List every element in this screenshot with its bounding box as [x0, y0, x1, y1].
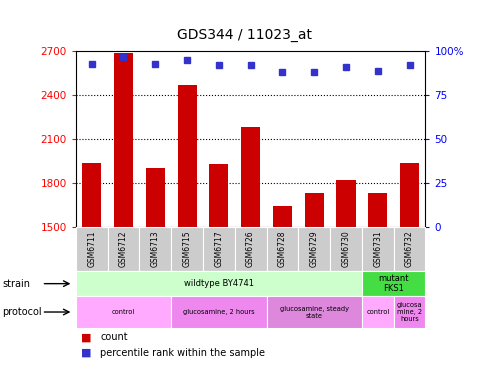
- Text: wildtype BY4741: wildtype BY4741: [183, 279, 253, 288]
- Bar: [171, 227, 203, 271]
- Text: GDS344 / 11023_at: GDS344 / 11023_at: [177, 28, 311, 42]
- Text: GSM6730: GSM6730: [341, 231, 350, 267]
- Text: protocol: protocol: [2, 307, 42, 317]
- Bar: [177, 85, 196, 227]
- Text: control: control: [112, 309, 135, 315]
- Bar: [399, 163, 418, 227]
- Bar: [298, 227, 329, 271]
- Bar: [367, 193, 386, 227]
- Bar: [266, 227, 298, 271]
- Bar: [209, 164, 228, 227]
- Bar: [266, 296, 361, 328]
- Bar: [82, 163, 101, 227]
- Text: ■: ■: [81, 348, 91, 358]
- Text: GSM6731: GSM6731: [372, 231, 382, 267]
- Text: mutant
FKS1: mutant FKS1: [378, 274, 408, 294]
- Bar: [145, 168, 164, 227]
- Bar: [393, 296, 425, 328]
- Bar: [234, 227, 266, 271]
- Bar: [361, 227, 393, 271]
- Bar: [171, 296, 266, 328]
- Text: GSM6729: GSM6729: [309, 231, 318, 267]
- Bar: [107, 227, 139, 271]
- Text: strain: strain: [2, 279, 30, 289]
- Bar: [203, 227, 234, 271]
- Text: GSM6726: GSM6726: [245, 231, 255, 267]
- Bar: [241, 127, 260, 227]
- Bar: [76, 271, 361, 296]
- Bar: [336, 180, 355, 227]
- Text: count: count: [100, 332, 127, 342]
- Text: GSM6712: GSM6712: [119, 231, 128, 267]
- Bar: [329, 227, 361, 271]
- Bar: [361, 271, 425, 296]
- Text: control: control: [366, 309, 388, 315]
- Text: GSM6728: GSM6728: [277, 231, 286, 267]
- Text: GSM6717: GSM6717: [214, 231, 223, 267]
- Text: ■: ■: [81, 332, 91, 342]
- Bar: [304, 193, 323, 227]
- Bar: [272, 206, 291, 227]
- Text: glucosamine, 2 hours: glucosamine, 2 hours: [183, 309, 254, 315]
- Bar: [361, 296, 393, 328]
- Text: GSM6711: GSM6711: [87, 231, 96, 267]
- Bar: [114, 53, 133, 227]
- Bar: [393, 227, 425, 271]
- Bar: [139, 227, 171, 271]
- Bar: [76, 296, 171, 328]
- Text: glucosa
mine, 2
hours: glucosa mine, 2 hours: [396, 302, 422, 322]
- Text: percentile rank within the sample: percentile rank within the sample: [100, 348, 264, 358]
- Text: GSM6732: GSM6732: [404, 231, 413, 267]
- Text: GSM6713: GSM6713: [150, 231, 160, 267]
- Bar: [76, 227, 107, 271]
- Text: GSM6715: GSM6715: [182, 231, 191, 267]
- Text: glucosamine, steady
state: glucosamine, steady state: [279, 306, 348, 318]
